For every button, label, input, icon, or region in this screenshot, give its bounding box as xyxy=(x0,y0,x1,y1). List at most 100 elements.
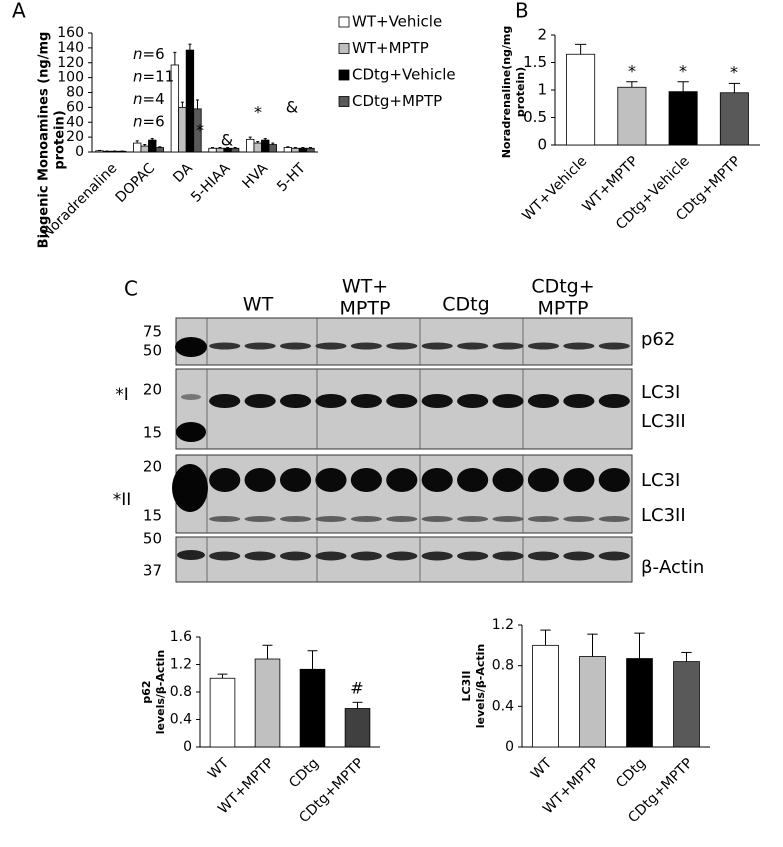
blot-band xyxy=(598,394,630,408)
annotation: * xyxy=(254,103,262,122)
blot-band xyxy=(279,342,312,350)
mw-marker: 37 xyxy=(143,562,162,580)
bar xyxy=(246,138,255,153)
bar xyxy=(579,656,606,748)
bar xyxy=(299,668,326,748)
error-bar xyxy=(188,43,192,51)
error-bar xyxy=(293,147,297,149)
bar xyxy=(673,661,700,748)
y-axis-label: protein) xyxy=(514,67,527,117)
blot-band xyxy=(350,468,382,492)
bar xyxy=(626,658,653,748)
blot-band xyxy=(527,516,560,522)
error-bar xyxy=(271,142,275,145)
legend-label: CDtg+MPTP xyxy=(352,92,442,110)
blot-band xyxy=(386,342,418,350)
legend-swatch xyxy=(338,96,350,107)
error-bar xyxy=(195,99,199,109)
blot-band xyxy=(598,551,630,561)
blot-band xyxy=(350,342,382,350)
mw-marker: 20 xyxy=(143,381,162,399)
bar xyxy=(185,49,195,153)
band-label: LC3I xyxy=(641,382,680,403)
error-bar xyxy=(262,644,273,659)
sample-size: n=6 xyxy=(133,112,165,130)
error-bar xyxy=(728,82,741,93)
error-bar xyxy=(286,146,290,148)
y-tick-label: 0.8 xyxy=(492,658,514,674)
blot-band xyxy=(279,468,312,492)
blot-band xyxy=(244,516,276,522)
blot-band xyxy=(598,516,630,522)
blot-band xyxy=(527,342,560,350)
error-bar xyxy=(263,138,267,141)
error-bar xyxy=(233,147,237,149)
annotation: * xyxy=(730,63,738,82)
bar xyxy=(148,139,157,153)
y-tick-label: 60 xyxy=(66,99,84,115)
y-tick-label: 1.5 xyxy=(523,53,547,71)
y-tick-label: 1 xyxy=(537,81,547,99)
bar xyxy=(283,147,293,153)
error-bar xyxy=(634,632,645,659)
error-bar xyxy=(626,81,638,88)
blot-band xyxy=(527,468,560,492)
annotation: * xyxy=(628,62,636,81)
y-tick-label: 40 xyxy=(66,114,84,130)
y-tick-label: 160 xyxy=(57,25,84,41)
error-bar xyxy=(574,43,587,55)
band-label: β-Actin xyxy=(641,557,704,578)
blot-band xyxy=(315,516,347,522)
annotation: * xyxy=(196,121,204,140)
error-bar xyxy=(587,633,598,657)
y-tick-label: 2 xyxy=(537,26,547,44)
bar xyxy=(291,147,300,153)
error-bar xyxy=(307,650,318,670)
y-tick-label: 100 xyxy=(57,70,84,86)
blot-band xyxy=(209,342,241,350)
y-tick-label: 0 xyxy=(75,144,84,160)
blot-band xyxy=(386,468,418,492)
blot-band xyxy=(457,516,489,522)
y-tick-label: 20 xyxy=(66,129,84,145)
mw-marker: 50 xyxy=(143,530,162,548)
band-label: LC3II xyxy=(641,505,686,526)
mw-marker: 75 xyxy=(143,323,162,341)
y-tick-label: 0.4 xyxy=(492,698,514,714)
blot-panel xyxy=(175,368,633,450)
y-tick-label: 0.4 xyxy=(170,712,192,728)
panel-label: A xyxy=(12,0,26,23)
blot-band xyxy=(279,516,312,522)
ladder-band xyxy=(175,337,207,357)
legend-swatch xyxy=(338,43,350,54)
error-bar xyxy=(308,147,312,149)
legend-label: CDtg+Vehicle xyxy=(352,66,456,84)
sample-size: n=11 xyxy=(133,67,174,85)
legend-label: WT+Vehicle xyxy=(352,13,442,31)
blot-band xyxy=(457,551,489,561)
blot-band xyxy=(457,394,489,408)
blot-band xyxy=(315,468,347,492)
annotation: # xyxy=(350,679,363,698)
error-bar xyxy=(540,629,551,646)
blot-band xyxy=(350,516,382,522)
y-axis-label: levels/β-Actin xyxy=(474,644,487,729)
blot-band xyxy=(244,468,276,492)
annotation: & xyxy=(286,98,298,117)
blot-band xyxy=(209,394,241,408)
blot-band xyxy=(386,394,418,408)
blot-band xyxy=(492,468,524,492)
bar xyxy=(209,677,236,748)
ladder-band xyxy=(181,394,201,400)
bar xyxy=(140,145,149,153)
blot-band xyxy=(386,516,418,522)
blot-band xyxy=(598,468,630,492)
error-bar xyxy=(217,673,228,679)
blot-band xyxy=(315,551,347,561)
y-axis-label: LC3II xyxy=(460,671,473,702)
blot-band xyxy=(457,342,489,350)
blot-band xyxy=(421,342,453,350)
blot-band xyxy=(350,551,382,561)
bar xyxy=(133,142,142,153)
